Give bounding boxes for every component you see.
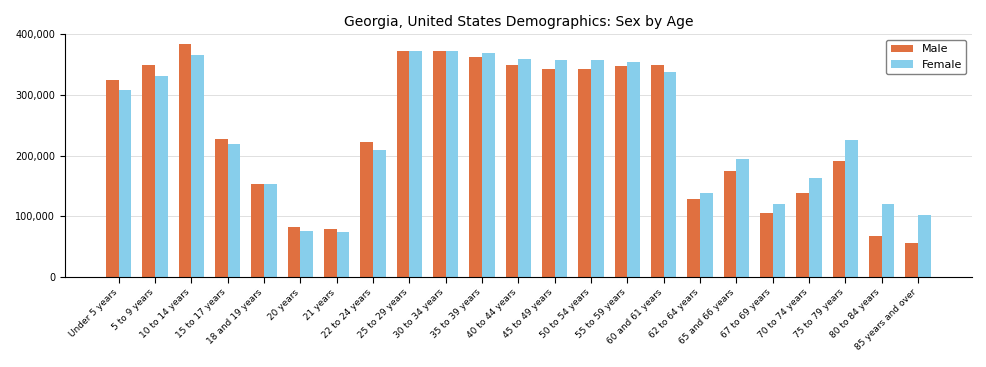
- Bar: [323, 229, 336, 277]
- Bar: [251, 184, 263, 277]
- Bar: [228, 144, 241, 277]
- Bar: [663, 72, 675, 277]
- Bar: [178, 44, 191, 277]
- Bar: [686, 199, 699, 277]
- Bar: [917, 215, 930, 277]
- Bar: [518, 59, 530, 277]
- Bar: [614, 66, 627, 277]
- Bar: [481, 53, 494, 277]
- Bar: [591, 61, 603, 277]
- Bar: [578, 69, 591, 277]
- Bar: [541, 69, 554, 277]
- Bar: [845, 140, 857, 277]
- Bar: [336, 232, 349, 277]
- Title: Georgia, United States Demographics: Sex by Age: Georgia, United States Demographics: Sex…: [343, 15, 692, 29]
- Bar: [772, 204, 785, 277]
- Bar: [868, 236, 880, 277]
- Bar: [832, 160, 845, 277]
- Bar: [263, 184, 276, 277]
- Bar: [699, 193, 712, 277]
- Bar: [191, 55, 204, 277]
- Bar: [396, 51, 409, 277]
- Bar: [446, 51, 458, 277]
- Legend: Male, Female: Male, Female: [885, 40, 965, 75]
- Bar: [155, 76, 168, 277]
- Bar: [300, 231, 313, 277]
- Bar: [736, 159, 748, 277]
- Bar: [759, 213, 772, 277]
- Bar: [505, 65, 518, 277]
- Bar: [409, 51, 422, 277]
- Bar: [373, 150, 386, 277]
- Bar: [433, 51, 446, 277]
- Bar: [554, 60, 567, 277]
- Bar: [215, 139, 228, 277]
- Bar: [723, 171, 736, 277]
- Bar: [287, 227, 300, 277]
- Bar: [796, 193, 809, 277]
- Bar: [880, 204, 893, 277]
- Bar: [118, 90, 131, 277]
- Bar: [360, 142, 373, 277]
- Bar: [627, 62, 640, 277]
- Bar: [468, 57, 481, 277]
- Bar: [809, 178, 821, 277]
- Bar: [651, 65, 663, 277]
- Bar: [904, 243, 917, 277]
- Bar: [142, 65, 155, 277]
- Bar: [106, 80, 118, 277]
